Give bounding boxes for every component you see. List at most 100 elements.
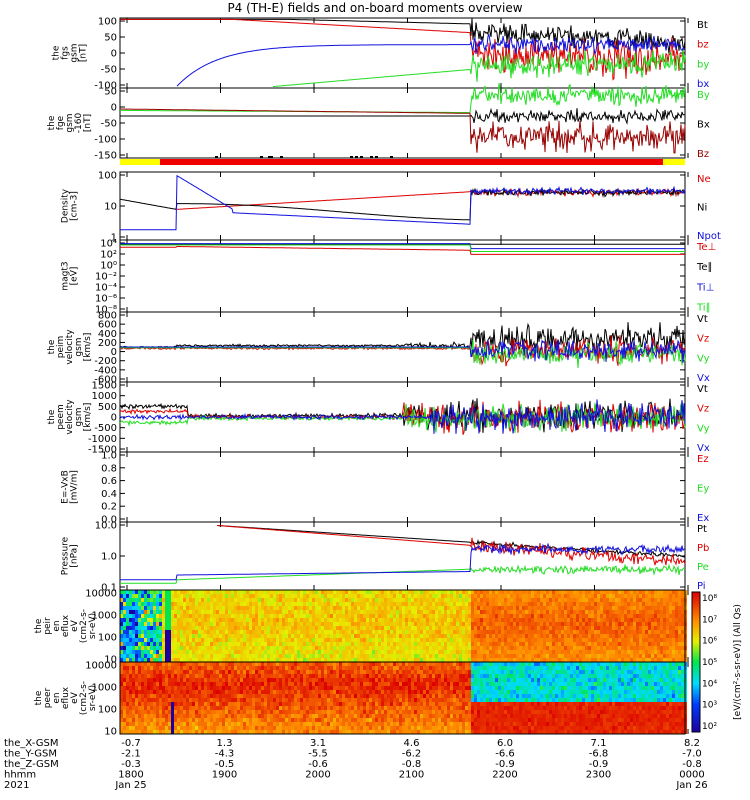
y-axis-label: the	[47, 409, 57, 424]
x-tick-label: -4.3	[215, 749, 235, 760]
x-tick-label: -0.9	[495, 759, 515, 770]
x-tick-label: 2300	[586, 770, 611, 781]
y-axis-label: peim	[56, 336, 66, 359]
legend-peem-Vz: Vz	[697, 404, 709, 415]
peim-Vx	[120, 339, 686, 363]
legend-density-Ne: Ne	[697, 174, 711, 185]
y-tick-label: 0.1	[101, 583, 117, 594]
quality-flag	[370, 156, 373, 158]
quality-flag	[355, 156, 358, 158]
pressure-Pb	[216, 525, 686, 566]
fgs-Bt	[120, 18, 686, 54]
y-tick-label: 1000	[92, 683, 117, 694]
y-axis-label: peer	[43, 687, 53, 708]
y-tick-label: 0.6	[101, 476, 117, 487]
y-axis-label: velocity	[65, 399, 75, 435]
y-tick-label: 10⁻⁸	[95, 305, 117, 316]
y-tick-label: -50	[101, 65, 117, 76]
y-tick-label: 200	[98, 338, 117, 349]
legend-pressure-Pt: Pt	[697, 524, 707, 535]
legend-temp-Te∥: Te∥	[696, 262, 713, 273]
y-axis-label: fgs	[61, 46, 71, 60]
y-tick-label: 100	[98, 171, 117, 182]
y-axis-label: eV	[70, 619, 80, 632]
y-tick-label: 0	[111, 49, 117, 60]
colorbar-tick-label: 10³	[702, 701, 717, 711]
y-tick-label: 0.8	[101, 463, 117, 474]
x-tick-label: 2000	[305, 770, 330, 781]
legend-peim-Vx: Vx	[697, 373, 710, 384]
y-tick-label: 800	[98, 311, 117, 322]
y-tick-label: 1000	[92, 611, 117, 622]
x-tick-label: -0.5	[215, 759, 235, 770]
fgs-by	[272, 47, 686, 88]
x-tick-label: -0.9	[589, 759, 609, 770]
y-tick-label: -50	[101, 119, 117, 130]
y-axis-label: [km/s]	[83, 333, 93, 362]
legend-pressure-Pe: Pe	[697, 562, 709, 573]
y-tick-label: 10⁻⁶	[95, 294, 117, 305]
y-axis-label: sr-eV)	[88, 613, 98, 639]
y-tick-label: 10.0	[95, 521, 117, 532]
x-tick-label: -7.0	[682, 749, 702, 760]
x-tick-label: Jan 26	[675, 780, 707, 791]
colorbar-tick-label: 10²	[702, 722, 717, 732]
legend-fgs-bz: bz	[697, 40, 709, 51]
legend-fge-Bx: Bx	[697, 119, 710, 130]
x-tick-label: -0.8	[402, 759, 422, 770]
y-tick-label: 10000	[85, 661, 117, 672]
y-tick-label: 10⁴	[100, 239, 117, 250]
y-tick-label: 0.0	[101, 515, 117, 526]
x-tick-label: 8.2	[684, 738, 700, 749]
fgs-bz	[120, 18, 686, 81]
legend-peem-Vx: Vx	[697, 443, 710, 454]
legend-efield-Ex: Ex	[697, 513, 709, 524]
y-axis-label: magt3	[61, 261, 71, 290]
x-row-label: 2021	[4, 780, 29, 791]
x-tick-label: 1800	[118, 770, 143, 781]
x-tick-label: 7.1	[591, 738, 607, 749]
y-tick-label: 100	[98, 633, 117, 644]
x-tick-label: 2100	[399, 770, 424, 781]
colorbar-tick-label: 10⁶	[702, 637, 717, 647]
x-row-label: the_Z-GSM	[4, 759, 59, 770]
y-tick-label: 10⁻⁴	[95, 283, 117, 294]
legend-temp-Ti∥: Ti∥	[696, 303, 711, 314]
panel-frame-efield	[119, 451, 686, 523]
legend-fgs-by: by	[697, 59, 709, 70]
y-tick-label: 10	[104, 655, 117, 666]
density-Npot	[120, 174, 686, 231]
y-axis-label: [nPa]	[70, 544, 80, 567]
quality-flag	[280, 156, 283, 158]
y-tick-label: 0	[111, 347, 117, 358]
y-axis-label: [km/s]	[83, 403, 93, 432]
legend-peem-Vy: Vy	[697, 423, 710, 434]
x-tick-label: 1.3	[217, 738, 233, 749]
y-tick-label: 10	[104, 727, 117, 738]
y-axis-label: peem	[56, 404, 66, 430]
spectrogram-peir	[120, 590, 687, 662]
x-tick-label: -2.1	[121, 749, 141, 760]
y-axis-label: fge	[56, 115, 66, 130]
panel-frame-density	[119, 171, 686, 241]
y-tick-label: 1000	[92, 391, 117, 402]
x-tick-label: 2200	[492, 770, 517, 781]
y-axis-label: [eV]	[70, 267, 80, 286]
temp-Ti-perp	[120, 243, 685, 250]
peim-Vt	[119, 322, 686, 353]
x-tick-label: -0.6	[308, 759, 328, 770]
temp-Te-perp	[120, 246, 685, 255]
colorbar-tick-label: 10⁴	[702, 679, 717, 689]
legend-efield-Ez: Ez	[697, 454, 709, 465]
y-axis-label: the	[47, 115, 57, 130]
pressure-Pe	[120, 563, 686, 584]
y-tick-label: 1500	[92, 381, 117, 392]
y-tick-label: -200	[94, 356, 117, 367]
peem-Vx	[119, 399, 686, 434]
y-axis-label: [nT]	[83, 114, 93, 132]
panel-frame-pressure	[119, 521, 686, 591]
y-axis-label: eV	[70, 691, 80, 704]
y-axis-label: gsm	[74, 407, 84, 426]
y-tick-label: 1.0	[101, 451, 117, 462]
